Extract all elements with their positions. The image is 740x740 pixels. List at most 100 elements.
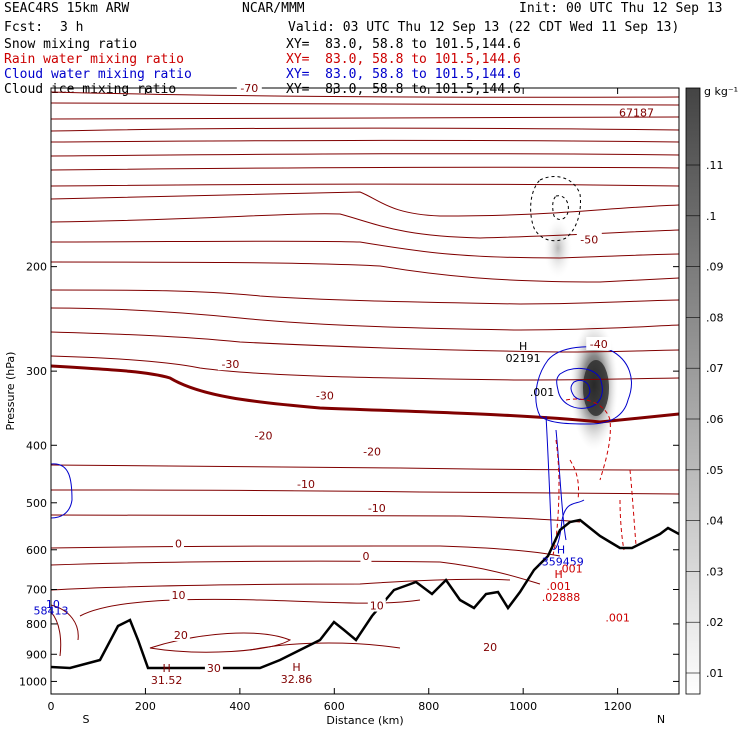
temp-contour xyxy=(51,261,679,283)
temp-contour xyxy=(51,289,679,305)
annotation-value: 31.52 xyxy=(151,674,183,687)
colorbar-label: .01 xyxy=(706,667,724,680)
contour-label-bg xyxy=(576,232,602,246)
legend-rain-xy: XY= 83.0, 58.8 to 101.5,144.6 xyxy=(286,52,521,67)
temp-contour xyxy=(51,102,679,106)
x-tick-label: 1000 xyxy=(509,700,537,713)
temp-contour xyxy=(51,91,679,98)
init-time: Init: 00 UTC Thu 12 Sep 13 xyxy=(519,1,723,16)
x-tick-label: 400 xyxy=(229,700,250,713)
colorbar-label: .03 xyxy=(706,565,724,578)
contour-label-bg xyxy=(359,444,385,458)
temp-contour xyxy=(51,331,679,353)
contour-label-bg xyxy=(171,627,190,641)
temp-contour xyxy=(51,183,679,187)
annotation-value: .001 xyxy=(558,562,583,575)
colorbar-label: .11 xyxy=(706,159,724,172)
legend-cloud-water: Cloud water mixing ratio xyxy=(4,67,192,82)
high-marker: H xyxy=(557,544,565,557)
valid-time: Valid: 03 UTC Thu 12 Sep 13 (22 CDT Wed … xyxy=(288,20,680,35)
contour-label-bg xyxy=(172,536,184,550)
annotation-value: 32.86 xyxy=(281,673,313,686)
plot-area xyxy=(51,91,679,670)
annotation-value: 02191 xyxy=(506,352,541,365)
contour-label-bg xyxy=(360,549,372,563)
contour-label-bg xyxy=(204,661,223,675)
temp-contour-label: 0 xyxy=(175,537,182,550)
x-tick-label: 1200 xyxy=(604,700,632,713)
forecast-label: Fcst: xyxy=(4,20,44,35)
colorbar-label: .04 xyxy=(706,515,724,528)
contour-label-bg xyxy=(312,388,338,402)
temp-contour xyxy=(51,127,679,132)
colorbar-label: .02 xyxy=(706,616,724,629)
annotation-value: .001 xyxy=(605,611,630,624)
temp-contour xyxy=(51,153,679,157)
temp-contour xyxy=(149,632,292,653)
cloud-water-contour xyxy=(555,429,567,541)
high-marker: H xyxy=(519,340,527,353)
x-tick-label: 800 xyxy=(418,700,439,713)
temp-contour-label: -50 xyxy=(580,233,598,246)
y-tick-label: 900 xyxy=(26,648,47,661)
temp-contour-label: 30 xyxy=(207,662,221,675)
temp-contour xyxy=(51,464,679,471)
temp-contour xyxy=(51,191,679,217)
y-tick-label: 200 xyxy=(26,261,47,274)
temp-contour xyxy=(51,560,541,585)
annotation-value: 10 xyxy=(46,598,60,611)
x-axis-title: Distance (km) xyxy=(326,714,403,727)
rain-water-contour xyxy=(619,499,625,551)
contour-label-bg xyxy=(169,587,188,601)
start-label-S: S xyxy=(83,713,90,726)
temp-contour-label: -20 xyxy=(363,446,381,459)
legend-cloud-ice-xy: XY= 83.0, 58.8 to 101.5,144.6 xyxy=(286,82,521,97)
contour-label-bg xyxy=(293,477,319,491)
temp-contour-label: -70 xyxy=(240,82,258,95)
temp-contour-label: -20 xyxy=(254,429,272,442)
organization: NCAR/MMM xyxy=(242,1,305,16)
colorbar xyxy=(685,87,701,695)
temp-contour-label: -40 xyxy=(590,338,608,351)
y-tick-label: 1000 xyxy=(19,675,47,688)
contour-label-bg xyxy=(481,640,500,654)
legend-snow: Snow mixing ratio xyxy=(4,37,138,52)
annotation-value: .359459 xyxy=(538,556,584,569)
forecast-hours: 3 h xyxy=(60,20,84,35)
contour-label-bg xyxy=(250,428,276,442)
rain-water-contour xyxy=(569,459,579,501)
x-tick-label: 0 xyxy=(48,700,55,713)
terrain-line xyxy=(51,518,679,670)
annotation-value: .001 xyxy=(530,386,555,399)
colorbar-label: .1 xyxy=(706,210,717,223)
temp-contour xyxy=(51,545,561,557)
rain-water-contour xyxy=(629,469,637,546)
y-tick-label: 500 xyxy=(26,497,47,510)
y-tick-label: 600 xyxy=(26,544,47,557)
y-axis-title: Pressure (hPa) xyxy=(4,352,17,431)
temp-contour xyxy=(51,166,679,171)
contour-label-bg xyxy=(217,357,243,371)
temp-contour xyxy=(51,611,62,657)
cloud-water-contour xyxy=(556,368,603,409)
contour-label-bg xyxy=(364,500,390,514)
model-title: SEAC4RS 15km ARW xyxy=(4,1,130,16)
temp-contour xyxy=(51,578,511,591)
colorbar-label: .09 xyxy=(706,261,724,274)
y-tick-label: 400 xyxy=(26,439,47,452)
temp-contour-label: 20 xyxy=(483,641,497,654)
temp-contour-label: -10 xyxy=(368,502,386,515)
contour-label-bg xyxy=(586,336,612,350)
annotation-value: .001 xyxy=(546,580,571,593)
high-marker: H xyxy=(292,661,300,674)
cloud-water-contour xyxy=(545,415,585,550)
temp-contour xyxy=(51,139,679,143)
legend-snow-xy: XY= 83.0, 58.8 to 101.5,144.6 xyxy=(286,37,521,52)
x-tick-label: 600 xyxy=(324,700,345,713)
high-marker: H xyxy=(554,568,562,581)
annotation-value: 58413 xyxy=(34,605,69,618)
temp-contour-label: -30 xyxy=(316,390,334,403)
temp-contour-label: 10 xyxy=(370,600,384,613)
cloud-ice-contour xyxy=(552,195,569,220)
